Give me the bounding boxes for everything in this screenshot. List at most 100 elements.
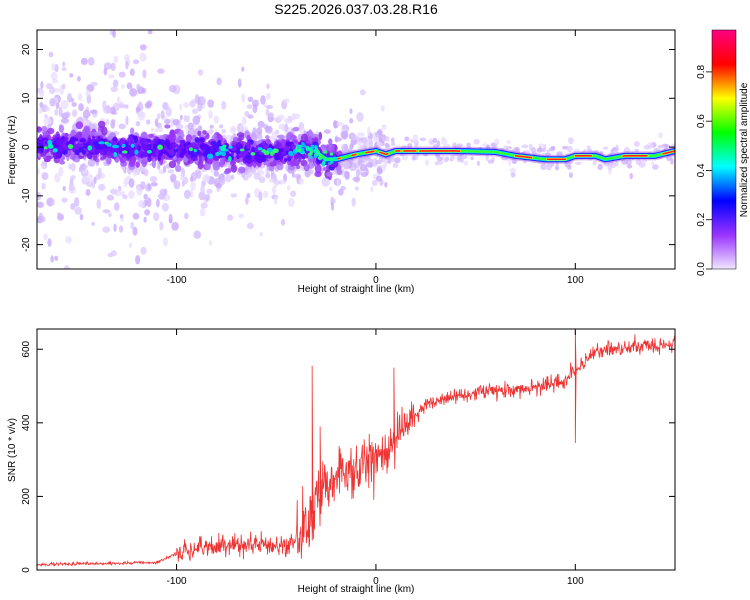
spectrogram-speckle: [252, 99, 259, 108]
colorbar-label: Normalized spectral amplitude: [739, 82, 750, 217]
spectrogram-speckle: [258, 176, 266, 184]
spectrogram-speckle: [209, 124, 214, 129]
spectrogram-speckle: [108, 74, 115, 79]
spectrogram-speckle: [63, 265, 70, 269]
spectrogram-speckle: [139, 52, 147, 62]
spectrogram-speckle: [161, 202, 169, 212]
spectrogram-speckle: [216, 77, 222, 86]
spectrogram-speckle: [69, 73, 74, 78]
spectrogram-speckle: [87, 159, 96, 167]
spectrogram-speckle: [61, 83, 66, 90]
spectrogram-speckle: [237, 78, 242, 88]
spectrogram-core-blob: [144, 145, 151, 150]
spectrogram-speckle: [566, 145, 573, 153]
spectrogram-speckle: [73, 197, 80, 208]
spectrogram-speckle: [357, 140, 363, 146]
spectrogram-core-blob: [158, 139, 166, 146]
spectrogram-speckle: [269, 116, 275, 122]
snr-x-axis-label: Height of straight line (km): [298, 584, 415, 595]
spectrogram-speckle: [257, 120, 265, 128]
spectrogram-bright-spot: [134, 149, 139, 155]
spectrogram-speckle: [132, 59, 140, 65]
spectrogram-bright-spot: [297, 148, 302, 152]
spectrogram-speckle: [432, 137, 438, 144]
spectrogram-speckle: [283, 98, 290, 104]
spectrogram-speckle: [225, 174, 232, 183]
spectrogram-core-blob: [57, 145, 64, 154]
spectrogram-speckle: [38, 88, 45, 97]
spectrogram-speckle: [363, 155, 371, 161]
spectrogram-speckle: [277, 114, 285, 121]
spectrogram-speckle: [79, 213, 84, 221]
spectrogram-speckle: [322, 179, 330, 187]
spectrogram-speckle: [429, 140, 434, 146]
spectrogram-speckle: [190, 176, 194, 182]
spectrogram-speckle: [424, 159, 429, 166]
y-tick-label: -20: [21, 237, 32, 252]
spectrogram-speckle: [340, 130, 349, 140]
spectrogram-speckle: [651, 164, 659, 170]
figure-title: S225.2026.037.03.28.R16: [274, 1, 438, 17]
spectrogram-bright-spot: [193, 148, 197, 153]
spectrogram-speckle: [58, 106, 63, 117]
x-tick-label: 100: [567, 275, 584, 286]
spectrogram-speckle: [338, 188, 344, 196]
spectrogram-bright-spot: [308, 155, 313, 159]
spectrogram-speckle: [244, 196, 249, 205]
spectrogram-speckle: [77, 75, 81, 82]
spectrogram-band-blob: [328, 138, 333, 146]
spectrogram-speckle: [394, 157, 401, 164]
snr-y-axis-label: SNR (10 * v/v): [7, 418, 18, 482]
spectrogram-speckle: [336, 121, 344, 127]
spectrogram-bright-spot: [301, 150, 305, 154]
spectrogram-speckle: [221, 100, 227, 110]
spectrogram-speckle: [74, 206, 82, 215]
spectrogram-speckle: [37, 192, 42, 201]
spectrogram-speckle: [623, 147, 631, 154]
spectrogram-speckle: [171, 221, 179, 231]
spectrogram-speckle: [102, 209, 111, 214]
spectrogram-speckle: [168, 218, 173, 224]
spectrogram-bright-spot: [329, 152, 334, 156]
spectrogram-bright-spot: [220, 146, 226, 152]
spectrogram-speckle: [491, 145, 498, 150]
spectrogram-speckle: [42, 164, 46, 170]
spectrogram-speckle: [158, 169, 165, 175]
spectrogram-speckle: [592, 160, 597, 166]
spectrogram-bright-spot: [239, 148, 245, 152]
spectrogram-speckle: [68, 163, 72, 170]
spectrogram-speckle: [643, 144, 651, 150]
spectrogram-speckle: [494, 138, 500, 146]
spectrogram-speckle: [156, 113, 161, 120]
spectrogram-band-blob: [223, 169, 230, 175]
spectrogram-speckle: [247, 96, 254, 103]
spectrogram-bright-spot: [87, 145, 93, 151]
spectrogram-speckle: [163, 20, 169, 29]
spectrogram-speckle: [71, 102, 77, 107]
spectrogram-bright-spot: [329, 157, 333, 161]
spectrogram-speckle: [246, 168, 253, 178]
spectrogram-core-blob: [151, 147, 156, 156]
spectrogram-band-blob: [202, 130, 207, 135]
spectrogram-speckle: [79, 105, 84, 111]
spectrogram-speckle: [230, 193, 237, 198]
spectrogram-core-blob: [244, 154, 252, 160]
spectrogram-speckle: [507, 158, 512, 166]
spectrogram-speckle: [207, 99, 215, 108]
spectrogram-speckle: [147, 30, 153, 35]
spectrogram-core-blob: [68, 139, 73, 146]
spectrogram-core-blob: [217, 139, 222, 147]
spectrogram-speckle: [123, 54, 130, 61]
spectrogram-speckle: [357, 156, 364, 166]
spectrogram-speckle: [87, 173, 93, 183]
spectrogram-bright-spot: [257, 147, 263, 151]
spectrogram-core-blob: [284, 158, 288, 162]
spectrogram-band-blob: [266, 162, 271, 167]
spectrogram-bright-spot: [218, 150, 222, 155]
spectrogram-speckle: [89, 109, 98, 114]
spectrogram-speckle: [362, 136, 368, 145]
spectrogram-band-blob: [268, 165, 275, 172]
spectrogram-bright-spot: [130, 143, 135, 148]
spectrogram-speckle: [118, 103, 125, 108]
spectrogram-speckle: [400, 145, 408, 149]
